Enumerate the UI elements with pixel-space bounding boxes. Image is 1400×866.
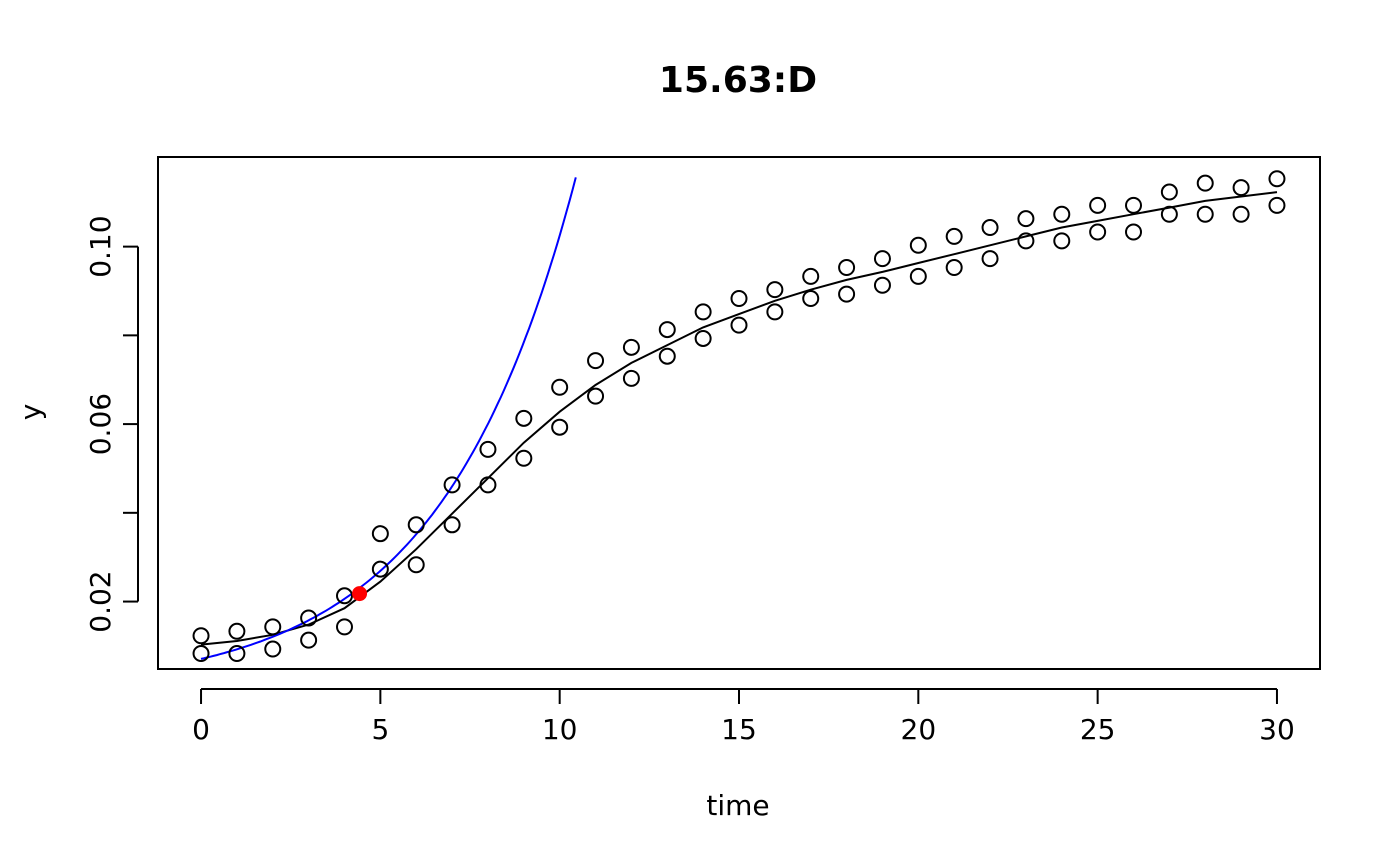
data-point xyxy=(551,378,569,396)
data-point xyxy=(622,338,640,356)
y-tick-label: 0.02 xyxy=(84,570,117,632)
data-point xyxy=(909,236,927,254)
data-point xyxy=(587,387,605,405)
data-point xyxy=(1268,170,1286,188)
data-point xyxy=(1196,205,1214,223)
data-point xyxy=(802,290,820,308)
highlight-point xyxy=(352,586,368,602)
data-point xyxy=(1125,223,1143,241)
plot-frame xyxy=(157,156,1321,670)
data-point xyxy=(551,418,569,436)
data-point xyxy=(443,516,461,534)
data-point xyxy=(658,347,676,365)
data-point xyxy=(909,267,927,285)
fitted-curve xyxy=(200,191,1278,646)
data-point xyxy=(694,303,712,321)
data-point xyxy=(730,316,748,334)
data-point xyxy=(371,560,389,578)
data-point xyxy=(945,227,963,245)
x-tick-label: 20 xyxy=(901,713,937,746)
data-point xyxy=(300,631,318,649)
data-point xyxy=(730,290,748,308)
x-tick-label: 25 xyxy=(1080,713,1116,746)
data-point xyxy=(228,622,246,640)
data-point xyxy=(1160,183,1178,201)
data-point xyxy=(1053,232,1071,250)
data-point xyxy=(407,516,425,534)
data-point xyxy=(479,476,497,494)
data-point xyxy=(515,449,533,467)
data-point xyxy=(1053,205,1071,223)
data-point xyxy=(1232,179,1250,197)
data-point xyxy=(479,440,497,458)
data-point xyxy=(264,618,282,636)
x-tick-label: 30 xyxy=(1259,713,1295,746)
x-tick-label: 15 xyxy=(721,713,757,746)
data-point xyxy=(1160,205,1178,223)
data-point xyxy=(1232,205,1250,223)
data-point xyxy=(802,267,820,285)
data-point xyxy=(1089,196,1107,214)
data-point xyxy=(443,476,461,494)
y-axis-label: y xyxy=(14,404,47,421)
y-tick-label: 0.06 xyxy=(84,393,117,455)
data-point xyxy=(1017,232,1035,250)
data-point xyxy=(694,329,712,347)
data-point xyxy=(1196,174,1214,192)
data-point xyxy=(873,276,891,294)
data-point xyxy=(873,250,891,268)
data-point xyxy=(515,409,533,427)
data-point xyxy=(371,525,389,543)
data-point xyxy=(335,587,353,605)
exponential-curve xyxy=(200,177,577,660)
data-point xyxy=(838,258,856,276)
data-point xyxy=(587,352,605,370)
data-point xyxy=(300,609,318,627)
x-tick-label: 0 xyxy=(192,713,210,746)
data-point xyxy=(766,281,784,299)
data-point xyxy=(192,644,210,662)
data-point xyxy=(1125,196,1143,214)
data-point xyxy=(766,303,784,321)
data-point xyxy=(658,321,676,339)
data-point xyxy=(192,627,210,645)
data-point xyxy=(407,556,425,574)
chart-title: 15.63:D xyxy=(659,60,817,101)
data-point xyxy=(228,644,246,662)
plot-area: 0 5 10 15 20 25 30 0.02 0.06 0.10 xyxy=(84,156,1321,746)
x-tick-label: 10 xyxy=(542,713,578,746)
data-point xyxy=(981,250,999,268)
x-axis-label: time xyxy=(706,789,769,822)
data-point xyxy=(1089,223,1107,241)
x-tick-label: 5 xyxy=(371,713,389,746)
data-point xyxy=(945,258,963,276)
data-point xyxy=(622,369,640,387)
data-point xyxy=(335,618,353,636)
data-point xyxy=(981,219,999,237)
data-point xyxy=(1017,210,1035,228)
data-point xyxy=(264,640,282,658)
y-tick-label: 0.10 xyxy=(84,215,117,277)
data-point xyxy=(838,285,856,303)
data-point xyxy=(1268,196,1286,214)
